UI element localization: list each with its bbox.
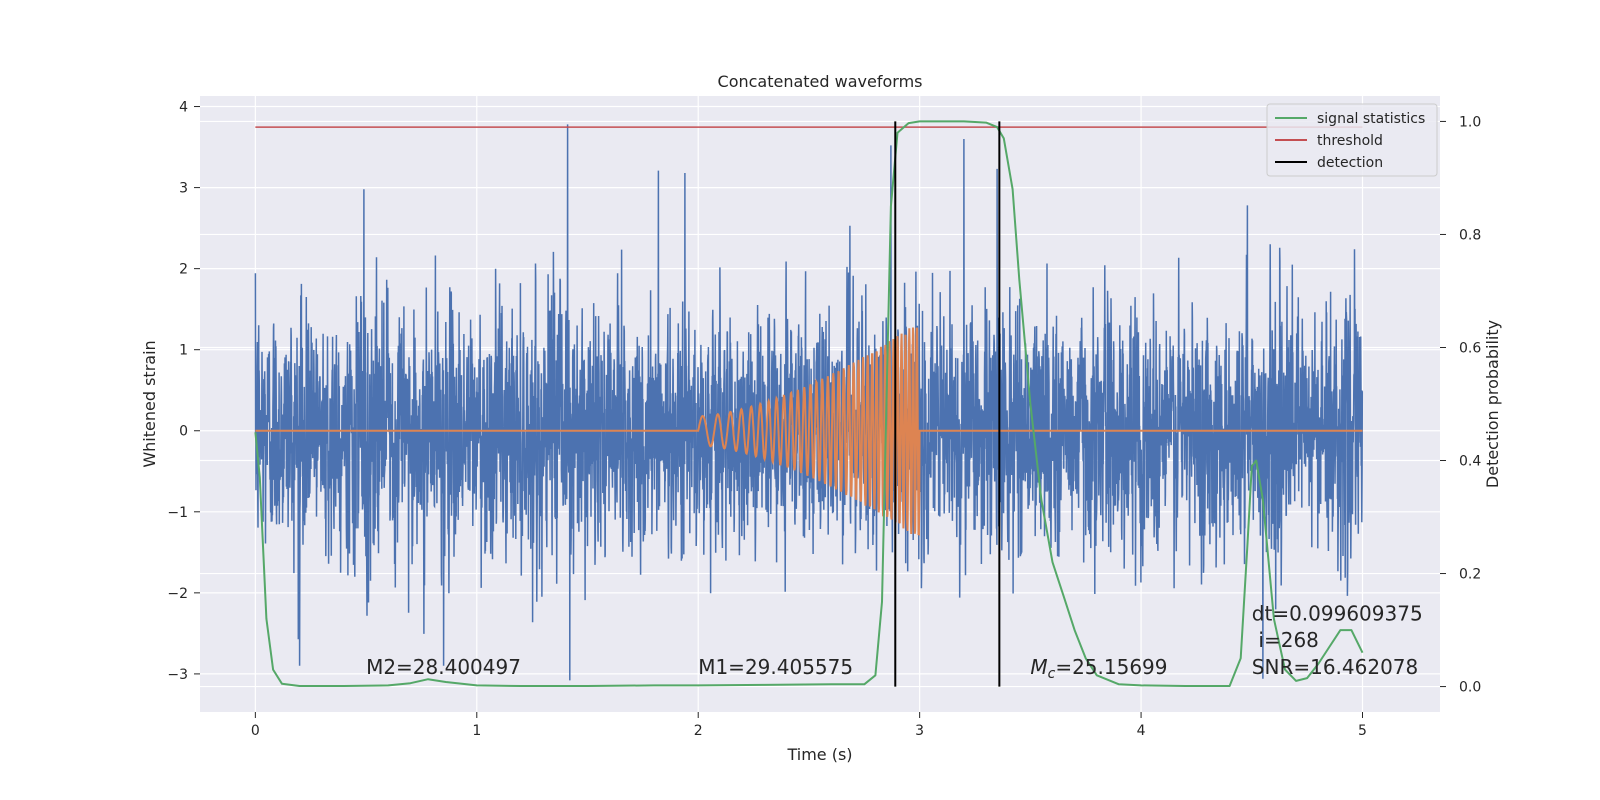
legend-entry: signal statistics — [1317, 111, 1425, 127]
annotation: SNR=16.462078 — [1252, 655, 1418, 679]
legend-entry: threshold — [1317, 133, 1383, 149]
x-tick-label: 0 — [251, 723, 260, 739]
legend: signal statistics threshold detection — [1266, 103, 1438, 177]
y-tick-label: 3 — [179, 181, 188, 197]
strain-series-line — [254, 124, 1364, 681]
y-tick-label: 0 — [179, 424, 188, 440]
y-tick-label: −1 — [167, 505, 188, 521]
y2-tick-label: 0.0 — [1459, 680, 1481, 696]
template-series-line — [255, 327, 1363, 536]
annotations: M2=28.400497 M1=29.405575 Mc=25.15699 dt=0.… — [366, 601, 1423, 681]
axes: 0 1 2 3 4 5 −3 −2 −1 0 1 2 3 4 0.0 0.2 0.4 0.6 0.8 1.0 — [167, 100, 1481, 739]
legend-entry: detection — [1317, 155, 1383, 171]
y2-tick-label: 0.2 — [1459, 567, 1481, 583]
y2-tick-label: 0.8 — [1459, 227, 1481, 243]
x-tick-label: 1 — [472, 723, 481, 739]
legend-box — [1266, 103, 1438, 177]
signal-statistics-line — [254, 120, 1364, 687]
x-tick-label: 4 — [1137, 723, 1146, 739]
y-tick-label: −2 — [167, 586, 188, 602]
annotation: dt=0.099609375 — [1252, 601, 1423, 625]
y-tick-label: 4 — [179, 100, 188, 116]
y-axis-label: Whitened strain — [140, 340, 159, 467]
y2-tick-label: 0.6 — [1459, 340, 1481, 356]
y2-tick-label: 0.4 — [1459, 454, 1481, 470]
y-tick-label: −3 — [167, 667, 188, 683]
annotation: i=268 — [1258, 628, 1319, 652]
annotation: M2=28.400497 — [366, 655, 521, 679]
x-axis-label: Time (s) — [786, 745, 852, 764]
y2-axis-label: Detection probability — [1483, 320, 1502, 488]
annotation: Mc=25.15699 — [1030, 655, 1167, 682]
x-tick-label: 2 — [694, 723, 703, 739]
y-tick-label: 1 — [179, 343, 188, 359]
y-tick-label: 2 — [179, 262, 188, 278]
chart-title: Concatenated waveforms — [718, 72, 923, 91]
x-tick-label: 5 — [1358, 723, 1367, 739]
annotation: M1=29.405575 — [698, 655, 853, 679]
y2-tick-label: 1.0 — [1459, 114, 1481, 130]
x-tick-label: 3 — [915, 723, 924, 739]
plot-area — [254, 120, 1364, 687]
